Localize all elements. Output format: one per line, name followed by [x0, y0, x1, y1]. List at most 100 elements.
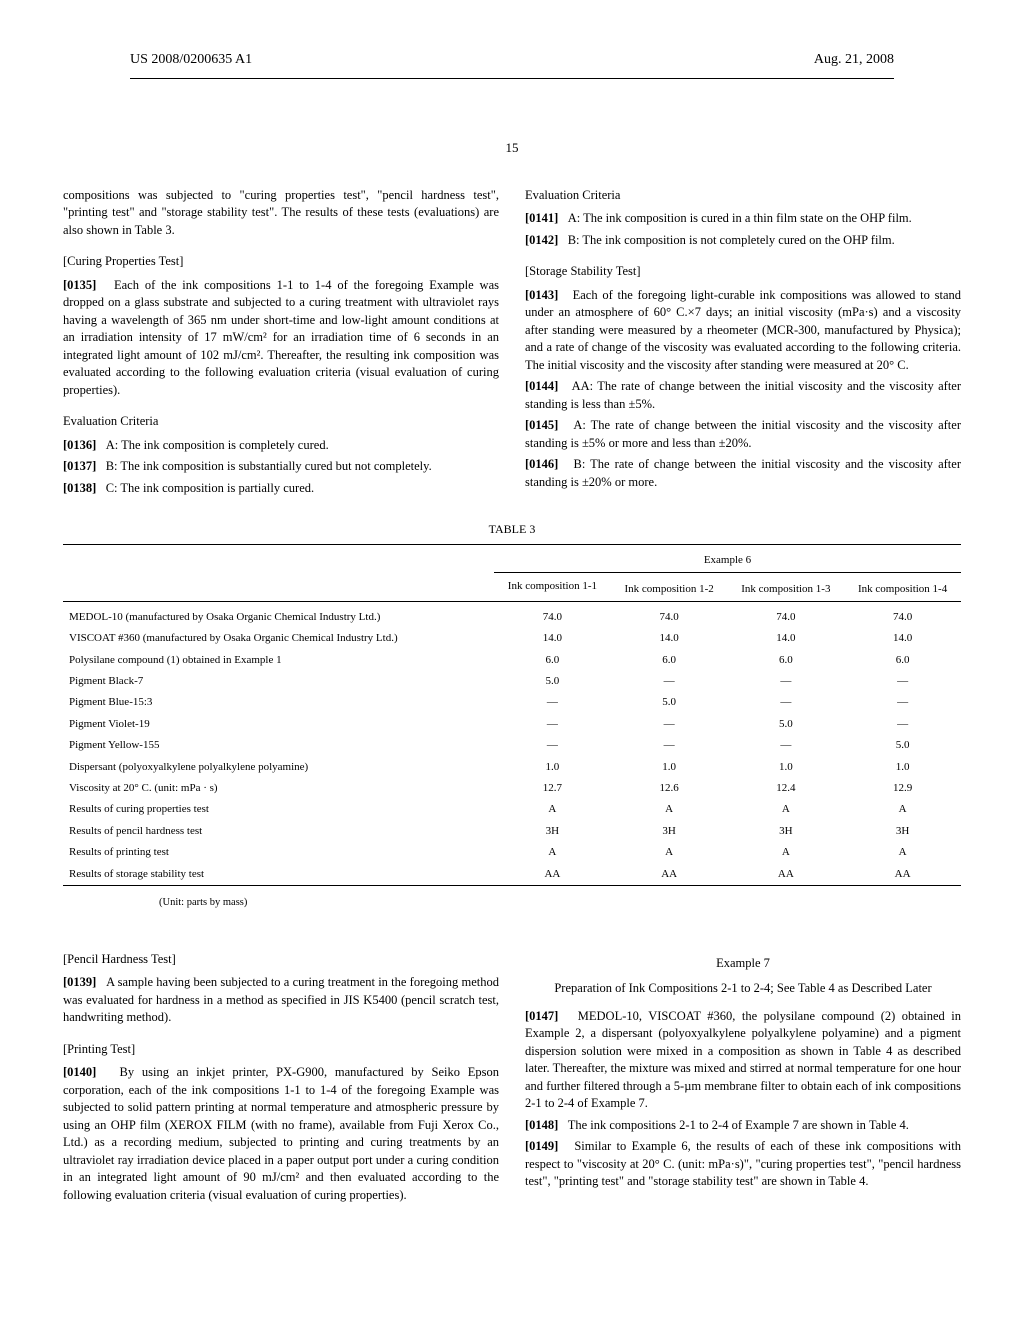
- publication-number: US 2008/0200635 A1: [130, 50, 252, 70]
- para-0142-text: B: The ink composition is not completely…: [568, 233, 895, 247]
- example7-head: Example 7: [525, 955, 961, 973]
- para-0136-text: A: The ink composition is completely cur…: [106, 438, 329, 452]
- table-cell-value: —: [494, 714, 611, 735]
- table-cell-value: A: [844, 842, 961, 863]
- para-0149: [0149] Similar to Example 6, the results…: [525, 1138, 961, 1191]
- table-cell-value: 12.9: [844, 778, 961, 799]
- table-cell-value: —: [728, 735, 845, 756]
- table3: Example 6 Ink composition 1-1 Ink compos…: [63, 544, 961, 886]
- table-cell-value: 5.0: [494, 671, 611, 692]
- table-cell-value: A: [844, 799, 961, 820]
- table-cell-value: 1.0: [844, 757, 961, 778]
- para-0145: [0145] A: The rate of change between the…: [525, 417, 961, 452]
- table-row: Pigment Blue-15:3—5.0——: [63, 692, 961, 713]
- table3-col-3: Ink composition 1-3: [728, 573, 845, 601]
- para-0139: [0139] A sample having been subjected to…: [63, 974, 499, 1027]
- para-0141-text: A: The ink composition is cured in a thi…: [568, 211, 912, 225]
- eval-criteria-head-left: Evaluation Criteria: [63, 413, 499, 431]
- para-0144: [0144] AA: The rate of change between th…: [525, 378, 961, 413]
- table3-col-4: Ink composition 1-4: [844, 573, 961, 601]
- table3-super-header: Example 6: [494, 545, 961, 573]
- para-0141: [0141] A: The ink composition is cured i…: [525, 210, 961, 228]
- table3-caption: TABLE 3: [63, 521, 961, 538]
- table-cell-value: —: [728, 692, 845, 713]
- para-0140: [0140] By using an inkjet printer, PX-G9…: [63, 1064, 499, 1204]
- right-column-lower: Example 7 Preparation of Ink Composition…: [525, 937, 961, 1209]
- table-cell-value: 74.0: [494, 601, 611, 628]
- table-cell-value: 3H: [844, 821, 961, 842]
- table-cell-name: MEDOL-10 (manufactured by Osaka Organic …: [63, 601, 494, 628]
- left-column-upper: compositions was subjected to "curing pr…: [63, 187, 499, 502]
- table-row: Viscosity at 20° C. (unit: mPa · s)12.71…: [63, 778, 961, 799]
- table-cell-value: 74.0: [611, 601, 728, 628]
- table-cell-value: A: [611, 799, 728, 820]
- table-cell-value: —: [494, 735, 611, 756]
- table-cell-value: 74.0: [844, 601, 961, 628]
- table-cell-value: —: [494, 692, 611, 713]
- left-column-lower: [Pencil Hardness Test] [0139] A sample h…: [63, 937, 499, 1209]
- table-cell-value: 74.0: [728, 601, 845, 628]
- para-0138-text: C: The ink composition is partially cure…: [106, 481, 314, 495]
- para-0144-text: AA: The rate of change between the initi…: [525, 379, 961, 411]
- table-cell-value: 5.0: [844, 735, 961, 756]
- section-head-pencil: [Pencil Hardness Test]: [63, 951, 499, 969]
- table-row: Results of storage stability testAAAAAAA…: [63, 864, 961, 886]
- table-cell-value: 5.0: [611, 692, 728, 713]
- table-cell-value: 6.0: [494, 650, 611, 671]
- para-0148-text: The ink compositions 2-1 to 2-4 of Examp…: [568, 1118, 909, 1132]
- table-cell-value: 3H: [611, 821, 728, 842]
- publication-date: Aug. 21, 2008: [814, 50, 894, 70]
- table-cell-value: —: [611, 671, 728, 692]
- para-0143: [0143] Each of the foregoing light-curab…: [525, 287, 961, 375]
- table-cell-value: 1.0: [611, 757, 728, 778]
- table-cell-value: 14.0: [728, 628, 845, 649]
- table-cell-value: —: [728, 671, 845, 692]
- table-cell-value: A: [728, 842, 845, 863]
- table-cell-value: 6.0: [611, 650, 728, 671]
- table-row: Pigment Yellow-155———5.0: [63, 735, 961, 756]
- table-row: Results of curing properties testAAAA: [63, 799, 961, 820]
- para-0135: [0135] Each of the ink compositions 1-1 …: [63, 277, 499, 400]
- para-0140-text: By using an inkjet printer, PX-G900, man…: [63, 1065, 499, 1202]
- table-cell-value: 1.0: [728, 757, 845, 778]
- table-cell-name: Viscosity at 20° C. (unit: mPa · s): [63, 778, 494, 799]
- eval-criteria-head-right: Evaluation Criteria: [525, 187, 961, 205]
- para-0149-text: Similar to Example 6, the results of eac…: [525, 1139, 961, 1188]
- table-cell-name: Dispersant (polyoxyalkylene polyalkylene…: [63, 757, 494, 778]
- table-row: Pigment Violet-19——5.0—: [63, 714, 961, 735]
- table-row: Dispersant (polyoxyalkylene polyalkylene…: [63, 757, 961, 778]
- page-number: 15: [60, 139, 964, 157]
- table-cell-value: 6.0: [844, 650, 961, 671]
- table-cell-value: —: [844, 714, 961, 735]
- body-intro: compositions was subjected to "curing pr…: [63, 187, 499, 240]
- table-cell-value: 12.6: [611, 778, 728, 799]
- para-0135-text: Each of the ink compositions 1-1 to 1-4 …: [63, 278, 499, 397]
- table-cell-value: 5.0: [728, 714, 845, 735]
- table-cell-value: AA: [844, 864, 961, 886]
- para-0145-text: A: The rate of change between the initia…: [525, 418, 961, 450]
- header-rule: [130, 78, 894, 79]
- table3-container: TABLE 3 Example 6 Ink composition 1-1 In…: [60, 521, 964, 910]
- table-cell-name: Pigment Blue-15:3: [63, 692, 494, 713]
- para-0146-text: B: The rate of change between the initia…: [525, 457, 961, 489]
- table-cell-name: Results of curing properties test: [63, 799, 494, 820]
- table-cell-value: —: [611, 714, 728, 735]
- table-cell-value: 12.4: [728, 778, 845, 799]
- table-cell-name: Pigment Violet-19: [63, 714, 494, 735]
- table-row: MEDOL-10 (manufactured by Osaka Organic …: [63, 601, 961, 628]
- table-cell-value: A: [494, 799, 611, 820]
- para-0138: [0138] C: The ink composition is partial…: [63, 480, 499, 498]
- table-cell-value: 12.7: [494, 778, 611, 799]
- table-cell-value: 1.0: [494, 757, 611, 778]
- table-cell-value: —: [844, 671, 961, 692]
- table-cell-value: 14.0: [494, 628, 611, 649]
- section-head-curing: [Curing Properties Test]: [63, 253, 499, 271]
- table-cell-value: 3H: [494, 821, 611, 842]
- para-0143-text: Each of the foregoing light-curable ink …: [525, 288, 961, 372]
- table-cell-value: AA: [728, 864, 845, 886]
- table-row: Results of printing testAAAA: [63, 842, 961, 863]
- para-0148: [0148] The ink compositions 2-1 to 2-4 o…: [525, 1117, 961, 1135]
- table-cell-name: Results of pencil hardness test: [63, 821, 494, 842]
- section-head-storage: [Storage Stability Test]: [525, 263, 961, 281]
- table3-col-2: Ink composition 1-2: [611, 573, 728, 601]
